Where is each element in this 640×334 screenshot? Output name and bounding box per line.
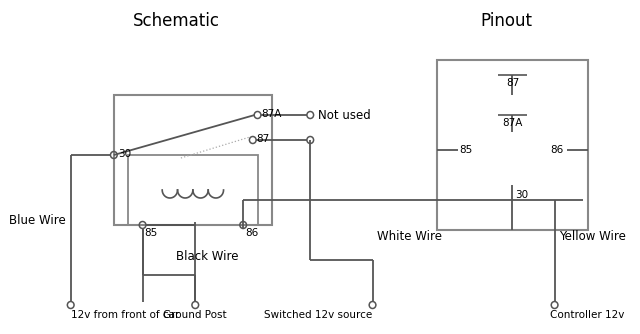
Text: Black Wire: Black Wire [176,250,239,263]
Text: Ground Post: Ground Post [163,310,227,320]
Text: 87: 87 [257,134,270,144]
Text: Switched 12v source: Switched 12v source [264,310,372,320]
Text: 87: 87 [506,78,519,88]
Text: 86: 86 [550,145,563,155]
Bar [114,95,272,225]
Text: 85: 85 [460,145,473,155]
Bar [128,155,257,225]
Text: 86: 86 [245,228,259,238]
Text: 30: 30 [515,190,529,200]
Text: Controller 12v: Controller 12v [550,310,624,320]
Text: Blue Wire: Blue Wire [9,213,66,226]
Text: 30: 30 [118,149,132,159]
Text: 87A: 87A [502,118,523,128]
Text: 12v from front of car: 12v from front of car [70,310,179,320]
Text: Pinout: Pinout [481,12,532,30]
Text: White Wire: White Wire [378,230,442,243]
Text: Schematic: Schematic [132,12,220,30]
Text: 87A: 87A [261,109,282,119]
Text: Yellow Wire: Yellow Wire [559,230,627,243]
Text: 85: 85 [145,228,157,238]
Text: Not used: Not used [318,109,371,122]
Bar [436,60,588,230]
